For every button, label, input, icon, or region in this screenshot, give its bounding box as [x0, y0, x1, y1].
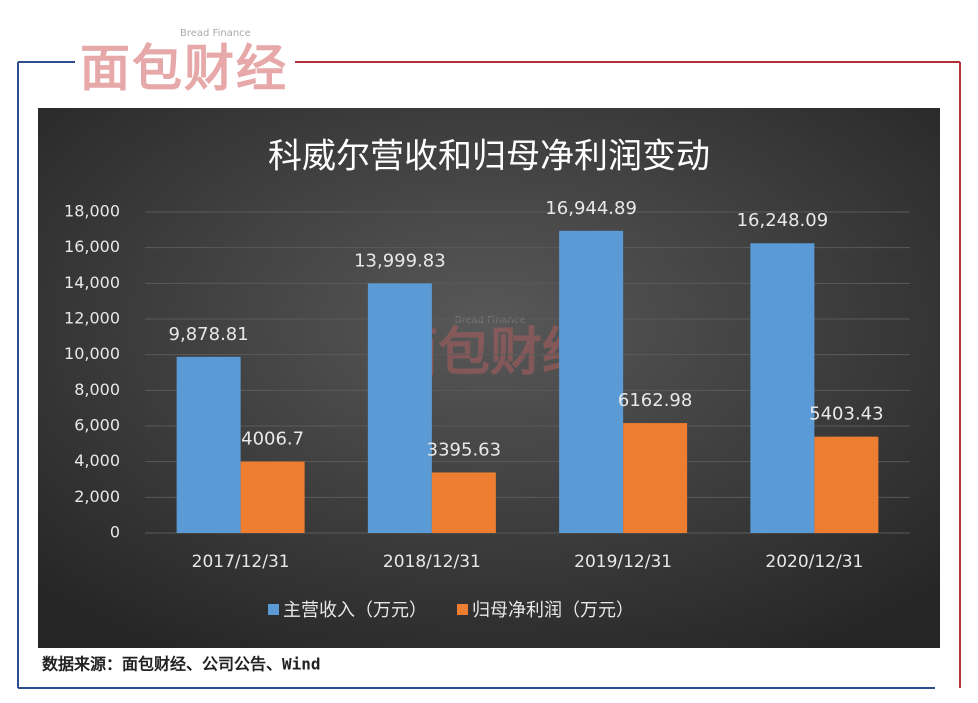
y-tick-label: 8,000 — [74, 380, 120, 399]
chart-title: 科威尔营收和归母净利润变动 — [268, 137, 710, 177]
legend-label: 主营收入（万元） — [283, 600, 427, 621]
y-tick-label: 14,000 — [64, 273, 120, 292]
bar — [240, 461, 305, 533]
bar — [559, 230, 624, 533]
data-label: 16,248.09 — [737, 210, 829, 231]
data-label: 9,878.81 — [169, 324, 249, 345]
x-tick-label: 2020/12/31 — [765, 552, 863, 572]
y-tick-label: 0 — [110, 523, 120, 542]
data-label: 3395.63 — [427, 439, 501, 460]
source: 数据来源：面包财经、公司公告、Wind — [42, 655, 321, 674]
bar — [750, 243, 815, 533]
y-tick-label: 2,000 — [74, 487, 120, 506]
legend-swatch — [268, 604, 279, 615]
data-label: 16,944.89 — [545, 198, 637, 219]
y-tick-label: 12,000 — [64, 309, 120, 328]
data-label: 6162.98 — [618, 390, 692, 411]
y-tick-label: 10,000 — [64, 344, 120, 363]
logo-subtitle: Bread Finance — [180, 28, 251, 39]
x-tick-label: 2017/12/31 — [192, 552, 290, 572]
legend-swatch — [457, 604, 468, 615]
bar — [623, 423, 688, 533]
y-tick-label: 6,000 — [74, 416, 120, 435]
logo: 面包财经 — [80, 40, 288, 98]
data-label: 5403.43 — [809, 404, 883, 425]
data-label: 4006.7 — [241, 429, 304, 450]
bar — [431, 472, 496, 533]
x-tick-label: 2018/12/31 — [383, 552, 481, 572]
bar — [176, 356, 241, 533]
bar — [814, 436, 879, 533]
legend-label: 归母净利润（万元） — [472, 600, 634, 621]
bar — [367, 283, 432, 533]
y-tick-label: 4,000 — [74, 451, 120, 470]
watermark-subtitle: Bread Finance — [455, 315, 526, 326]
x-tick-label: 2019/12/31 — [574, 552, 672, 572]
y-tick-label: 16,000 — [64, 237, 120, 256]
y-tick-label: 18,000 — [64, 202, 120, 221]
data-label: 13,999.83 — [354, 250, 446, 271]
